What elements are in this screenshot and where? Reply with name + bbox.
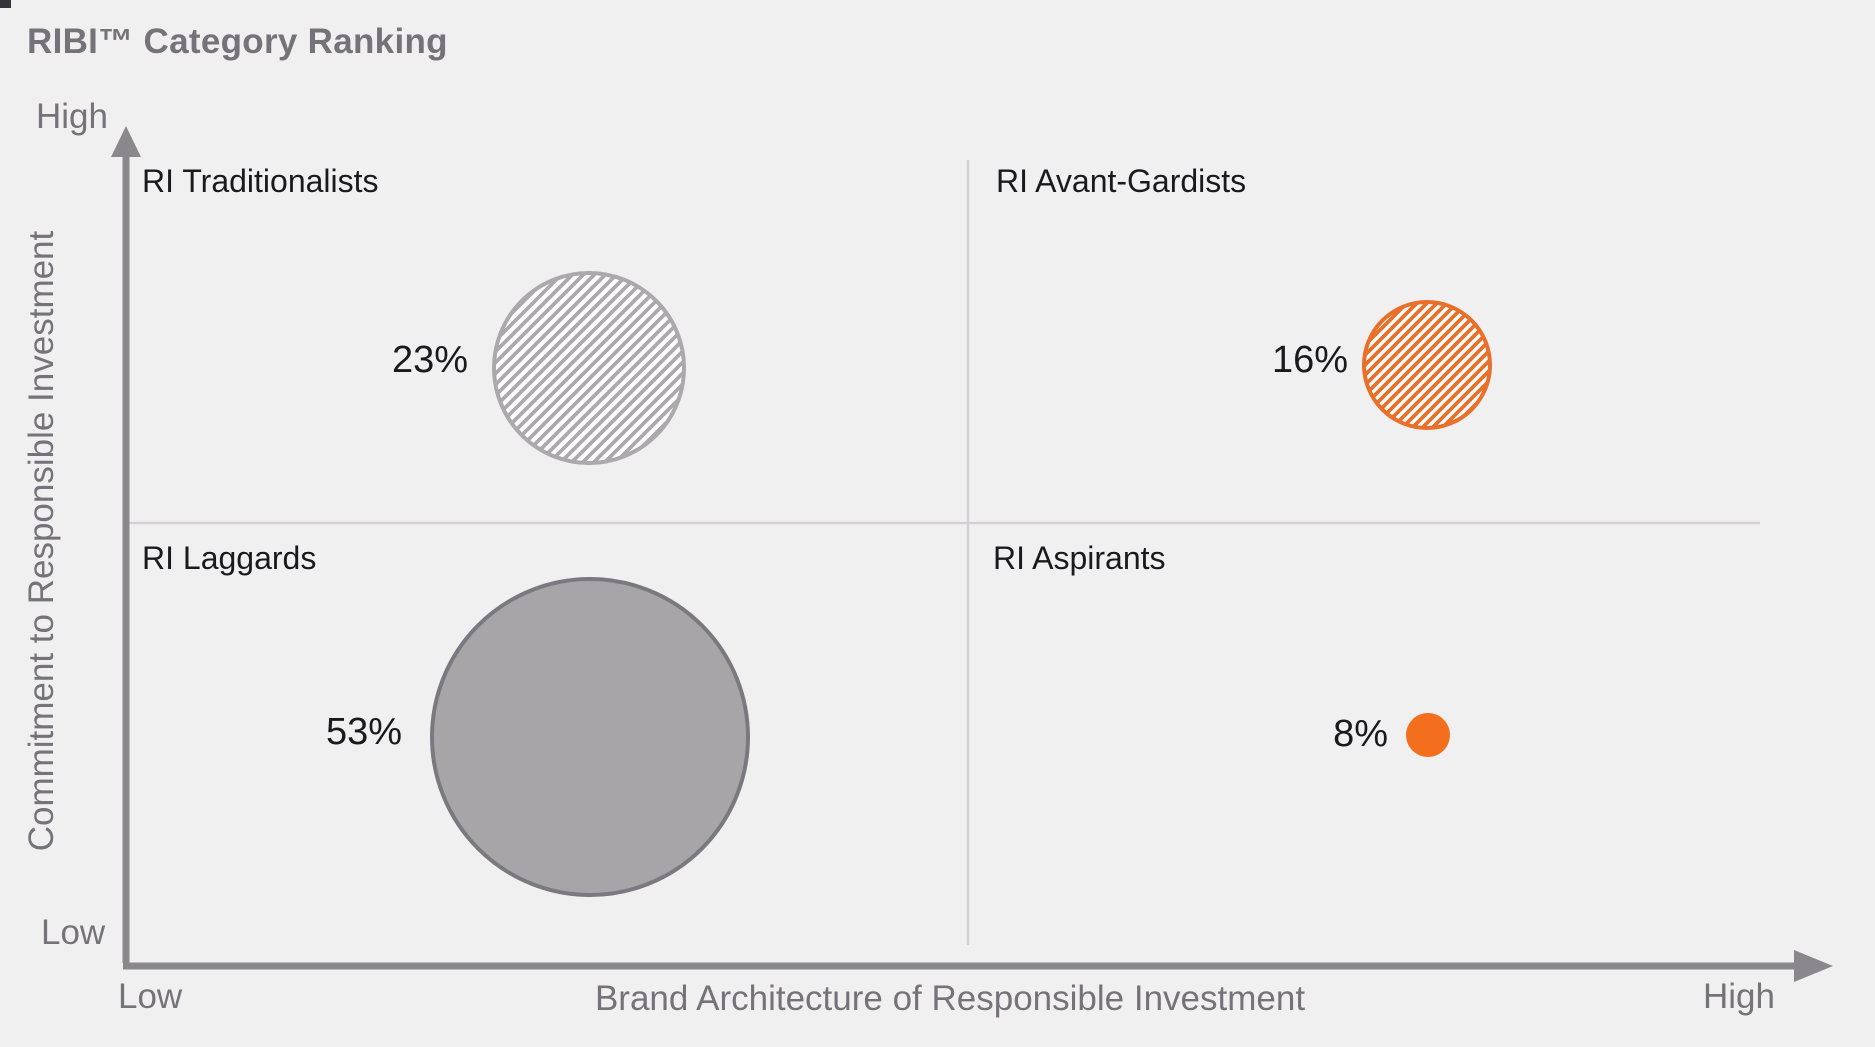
- quadrant-label-ri-aspirants: RI Aspirants: [993, 540, 1166, 576]
- x-axis-arrowhead-icon: [1794, 950, 1833, 982]
- bubble-ri-traditionalists: [492, 271, 686, 465]
- quadrant-label-ri-laggards: RI Laggards: [142, 540, 317, 576]
- bubble-value-ri-laggards: 53%: [325, 711, 402, 753]
- y-axis-arrowhead-icon: [111, 126, 141, 157]
- y-axis-high-label: High: [36, 97, 108, 136]
- bubble-ri-laggards: [430, 577, 750, 897]
- x-axis-title: Brand Architecture of Responsible Invest…: [594, 979, 1306, 1018]
- x-axis-high-label: High: [1703, 977, 1775, 1016]
- bubble-hatch-overlay: [1362, 300, 1492, 430]
- y-axis-title: Commitment to Responsible Investment: [22, 230, 61, 852]
- x-axis-low-label: Low: [118, 977, 183, 1016]
- chart-title: RIBI™ Category Ranking: [27, 22, 448, 61]
- slide-corner-mark: [0, 0, 11, 8]
- quadrant-label-ri-traditionalists: RI Traditionalists: [142, 163, 379, 199]
- bubble-hatch-overlay: [492, 271, 686, 465]
- quadrant-label-ri-avant-gardists: RI Avant-Gardists: [996, 163, 1247, 199]
- y-axis-low-label: Low: [41, 913, 106, 952]
- bubble-value-ri-traditionalists: 23%: [391, 339, 468, 381]
- bubble-value-ri-aspirants: 8%: [1333, 713, 1388, 755]
- bubble-ri-aspirants: [1406, 713, 1450, 757]
- bubble-ri-avant-gardists: [1362, 300, 1492, 430]
- bubble-value-ri-avant-gardists: 16%: [1271, 339, 1348, 381]
